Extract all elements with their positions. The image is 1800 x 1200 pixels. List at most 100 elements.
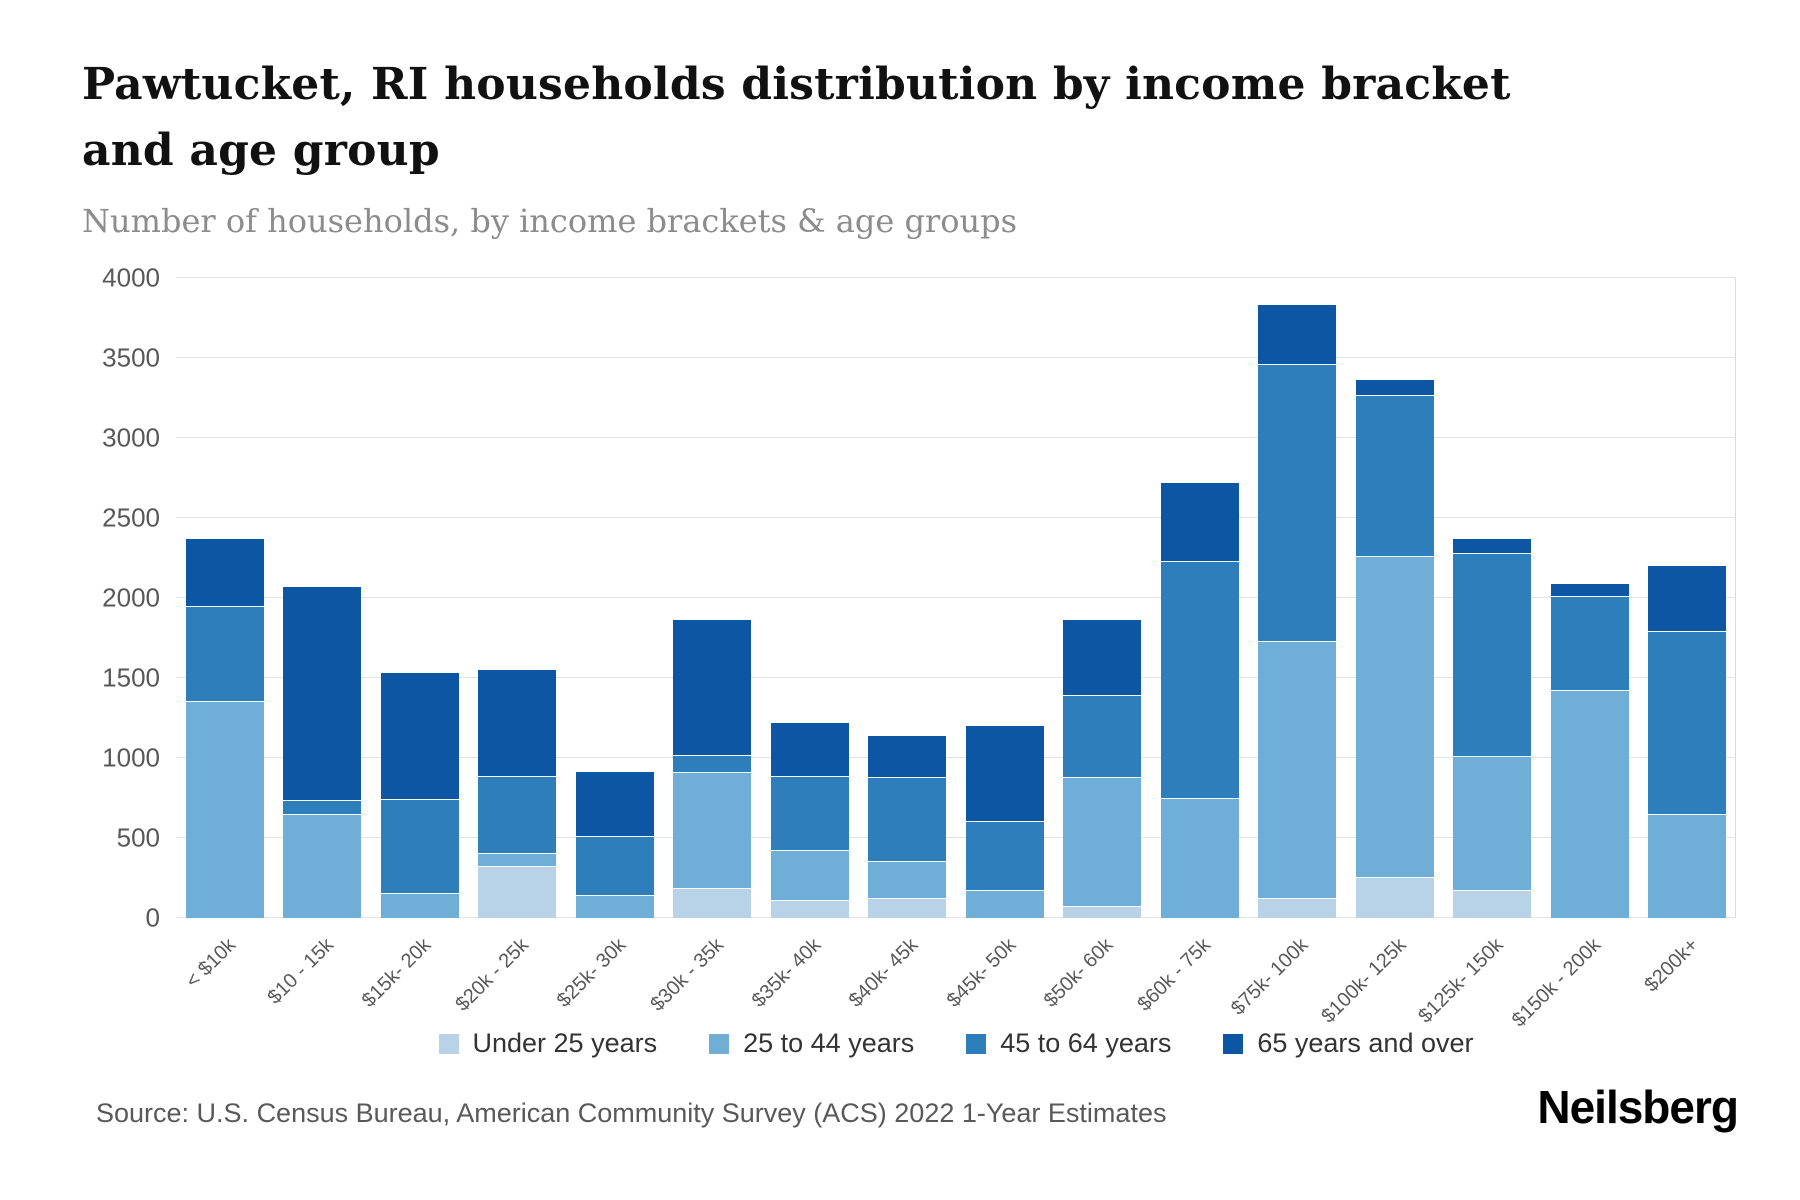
bar[interactable]	[1063, 620, 1142, 918]
bar-segment[interactable]	[673, 888, 752, 918]
bar-segment[interactable]	[868, 898, 947, 918]
bar-segment[interactable]	[965, 890, 1044, 918]
bar-segment[interactable]	[380, 673, 459, 799]
legend-swatch	[966, 1033, 987, 1054]
bar[interactable]	[185, 538, 264, 918]
y-axis-label: 2000	[102, 582, 160, 613]
gridline	[176, 437, 1736, 438]
gridline	[176, 837, 1736, 838]
bar-segment[interactable]	[478, 852, 557, 867]
bar-segment[interactable]	[380, 798, 459, 894]
x-axis-label: $40k- 45k	[845, 934, 923, 1012]
bar-segment[interactable]	[1160, 560, 1239, 798]
bar[interactable]	[380, 673, 459, 918]
bar-segment[interactable]	[185, 538, 264, 606]
bar-segment[interactable]	[1063, 694, 1142, 777]
bar-segment[interactable]	[1063, 776, 1142, 906]
bar[interactable]	[673, 620, 752, 918]
bar-segment[interactable]	[1550, 596, 1629, 690]
legend-item: 45 to 64 years	[966, 1028, 1171, 1059]
x-axis: < $10k $10 - 15k $15k- 20k $20k - 25k $25k- …	[176, 920, 1736, 1040]
x-axis-label: < $10k	[181, 934, 241, 993]
x-axis-label: $75k- 100k	[1227, 934, 1313, 1020]
bar-segment[interactable]	[283, 813, 362, 918]
legend-swatch	[1223, 1033, 1244, 1054]
bar[interactable]	[1550, 583, 1629, 918]
gridline	[176, 757, 1736, 758]
bar-segment[interactable]	[1453, 755, 1532, 891]
bar-segment[interactable]	[478, 670, 557, 776]
bar-segment[interactable]	[185, 605, 264, 701]
bar-segment[interactable]	[575, 894, 654, 918]
bar-segment[interactable]	[770, 776, 849, 850]
bar-segment[interactable]	[673, 620, 752, 756]
x-axis-label: $20k - 25k	[451, 934, 533, 1016]
bar-segment[interactable]	[1258, 897, 1337, 918]
bar-segment[interactable]	[283, 799, 362, 814]
bar-segment[interactable]	[1648, 813, 1727, 918]
bar-segment[interactable]	[673, 755, 752, 772]
bar-segment[interactable]	[185, 700, 264, 918]
plot-right-border	[1735, 278, 1736, 918]
bar-segment[interactable]	[575, 772, 654, 836]
brand-logo: Neilsberg	[1537, 1081, 1739, 1133]
bar-segment[interactable]	[478, 866, 557, 918]
source-attribution: Source: U.S. Census Bureau, American Com…	[96, 1098, 1167, 1128]
gridline	[176, 517, 1736, 518]
y-axis-label: 0	[145, 902, 160, 933]
bar-segment[interactable]	[1355, 380, 1434, 395]
bar-segment[interactable]	[868, 776, 947, 861]
bar[interactable]	[965, 726, 1044, 918]
bar-segment[interactable]	[1453, 890, 1532, 918]
bar[interactable]	[868, 735, 947, 918]
bar-segment[interactable]	[1648, 566, 1727, 632]
bar-segment[interactable]	[1063, 620, 1142, 695]
bar-segment[interactable]	[1355, 556, 1434, 878]
bar-segment[interactable]	[965, 726, 1044, 821]
legend-item: 65 years and over	[1223, 1028, 1474, 1059]
bar-segment[interactable]	[1453, 538, 1532, 554]
bar-segment[interactable]	[1648, 631, 1727, 814]
y-axis-label: 2500	[102, 502, 160, 533]
bar-segment[interactable]	[1550, 689, 1629, 918]
bar[interactable]	[1160, 482, 1239, 918]
legend-label: 65 years and over	[1257, 1028, 1474, 1058]
y-axis-label: 500	[116, 822, 160, 853]
bar-segment[interactable]	[575, 835, 654, 895]
bar[interactable]	[1648, 566, 1727, 918]
bar[interactable]	[1258, 305, 1337, 918]
bar-segment[interactable]	[1160, 797, 1239, 918]
chart-subtitle: Number of households, by income brackets…	[82, 202, 1017, 240]
bar-segment[interactable]	[673, 771, 752, 889]
bar-segment[interactable]	[380, 893, 459, 918]
bar-segment[interactable]	[1258, 364, 1337, 641]
bar-segment[interactable]	[770, 899, 849, 918]
legend: Under 25 years 25 to 44 years 45 to 64 yea…	[176, 1028, 1736, 1059]
bar-segment[interactable]	[868, 860, 947, 899]
bar-segment[interactable]	[1355, 877, 1434, 918]
bar-segment[interactable]	[478, 775, 557, 853]
bar-segment[interactable]	[1550, 583, 1629, 597]
legend-item: Under 25 years	[438, 1028, 657, 1059]
bar-segment[interactable]	[1355, 394, 1434, 557]
bar[interactable]	[770, 722, 849, 918]
x-axis-label: $30k - 35k	[646, 934, 728, 1016]
bar-segment[interactable]	[1258, 305, 1337, 365]
bar[interactable]	[283, 586, 362, 918]
legend-swatch	[709, 1033, 730, 1054]
bar-segment[interactable]	[1063, 905, 1142, 918]
bar[interactable]	[575, 772, 654, 918]
bar[interactable]	[1355, 380, 1434, 918]
bar[interactable]	[478, 670, 557, 918]
bar-segment[interactable]	[965, 821, 1044, 891]
bar-segment[interactable]	[770, 722, 849, 777]
bar-segment[interactable]	[1160, 482, 1239, 561]
bar-segment[interactable]	[1453, 553, 1532, 756]
bar-segment[interactable]	[868, 735, 947, 777]
x-axis-label: $125k- 150k	[1414, 934, 1508, 1028]
x-axis-label: $60k - 75k	[1133, 934, 1216, 1016]
bar[interactable]	[1453, 538, 1532, 918]
bar-segment[interactable]	[770, 849, 849, 900]
bar-segment[interactable]	[1258, 640, 1337, 898]
bar-segment[interactable]	[283, 586, 362, 800]
